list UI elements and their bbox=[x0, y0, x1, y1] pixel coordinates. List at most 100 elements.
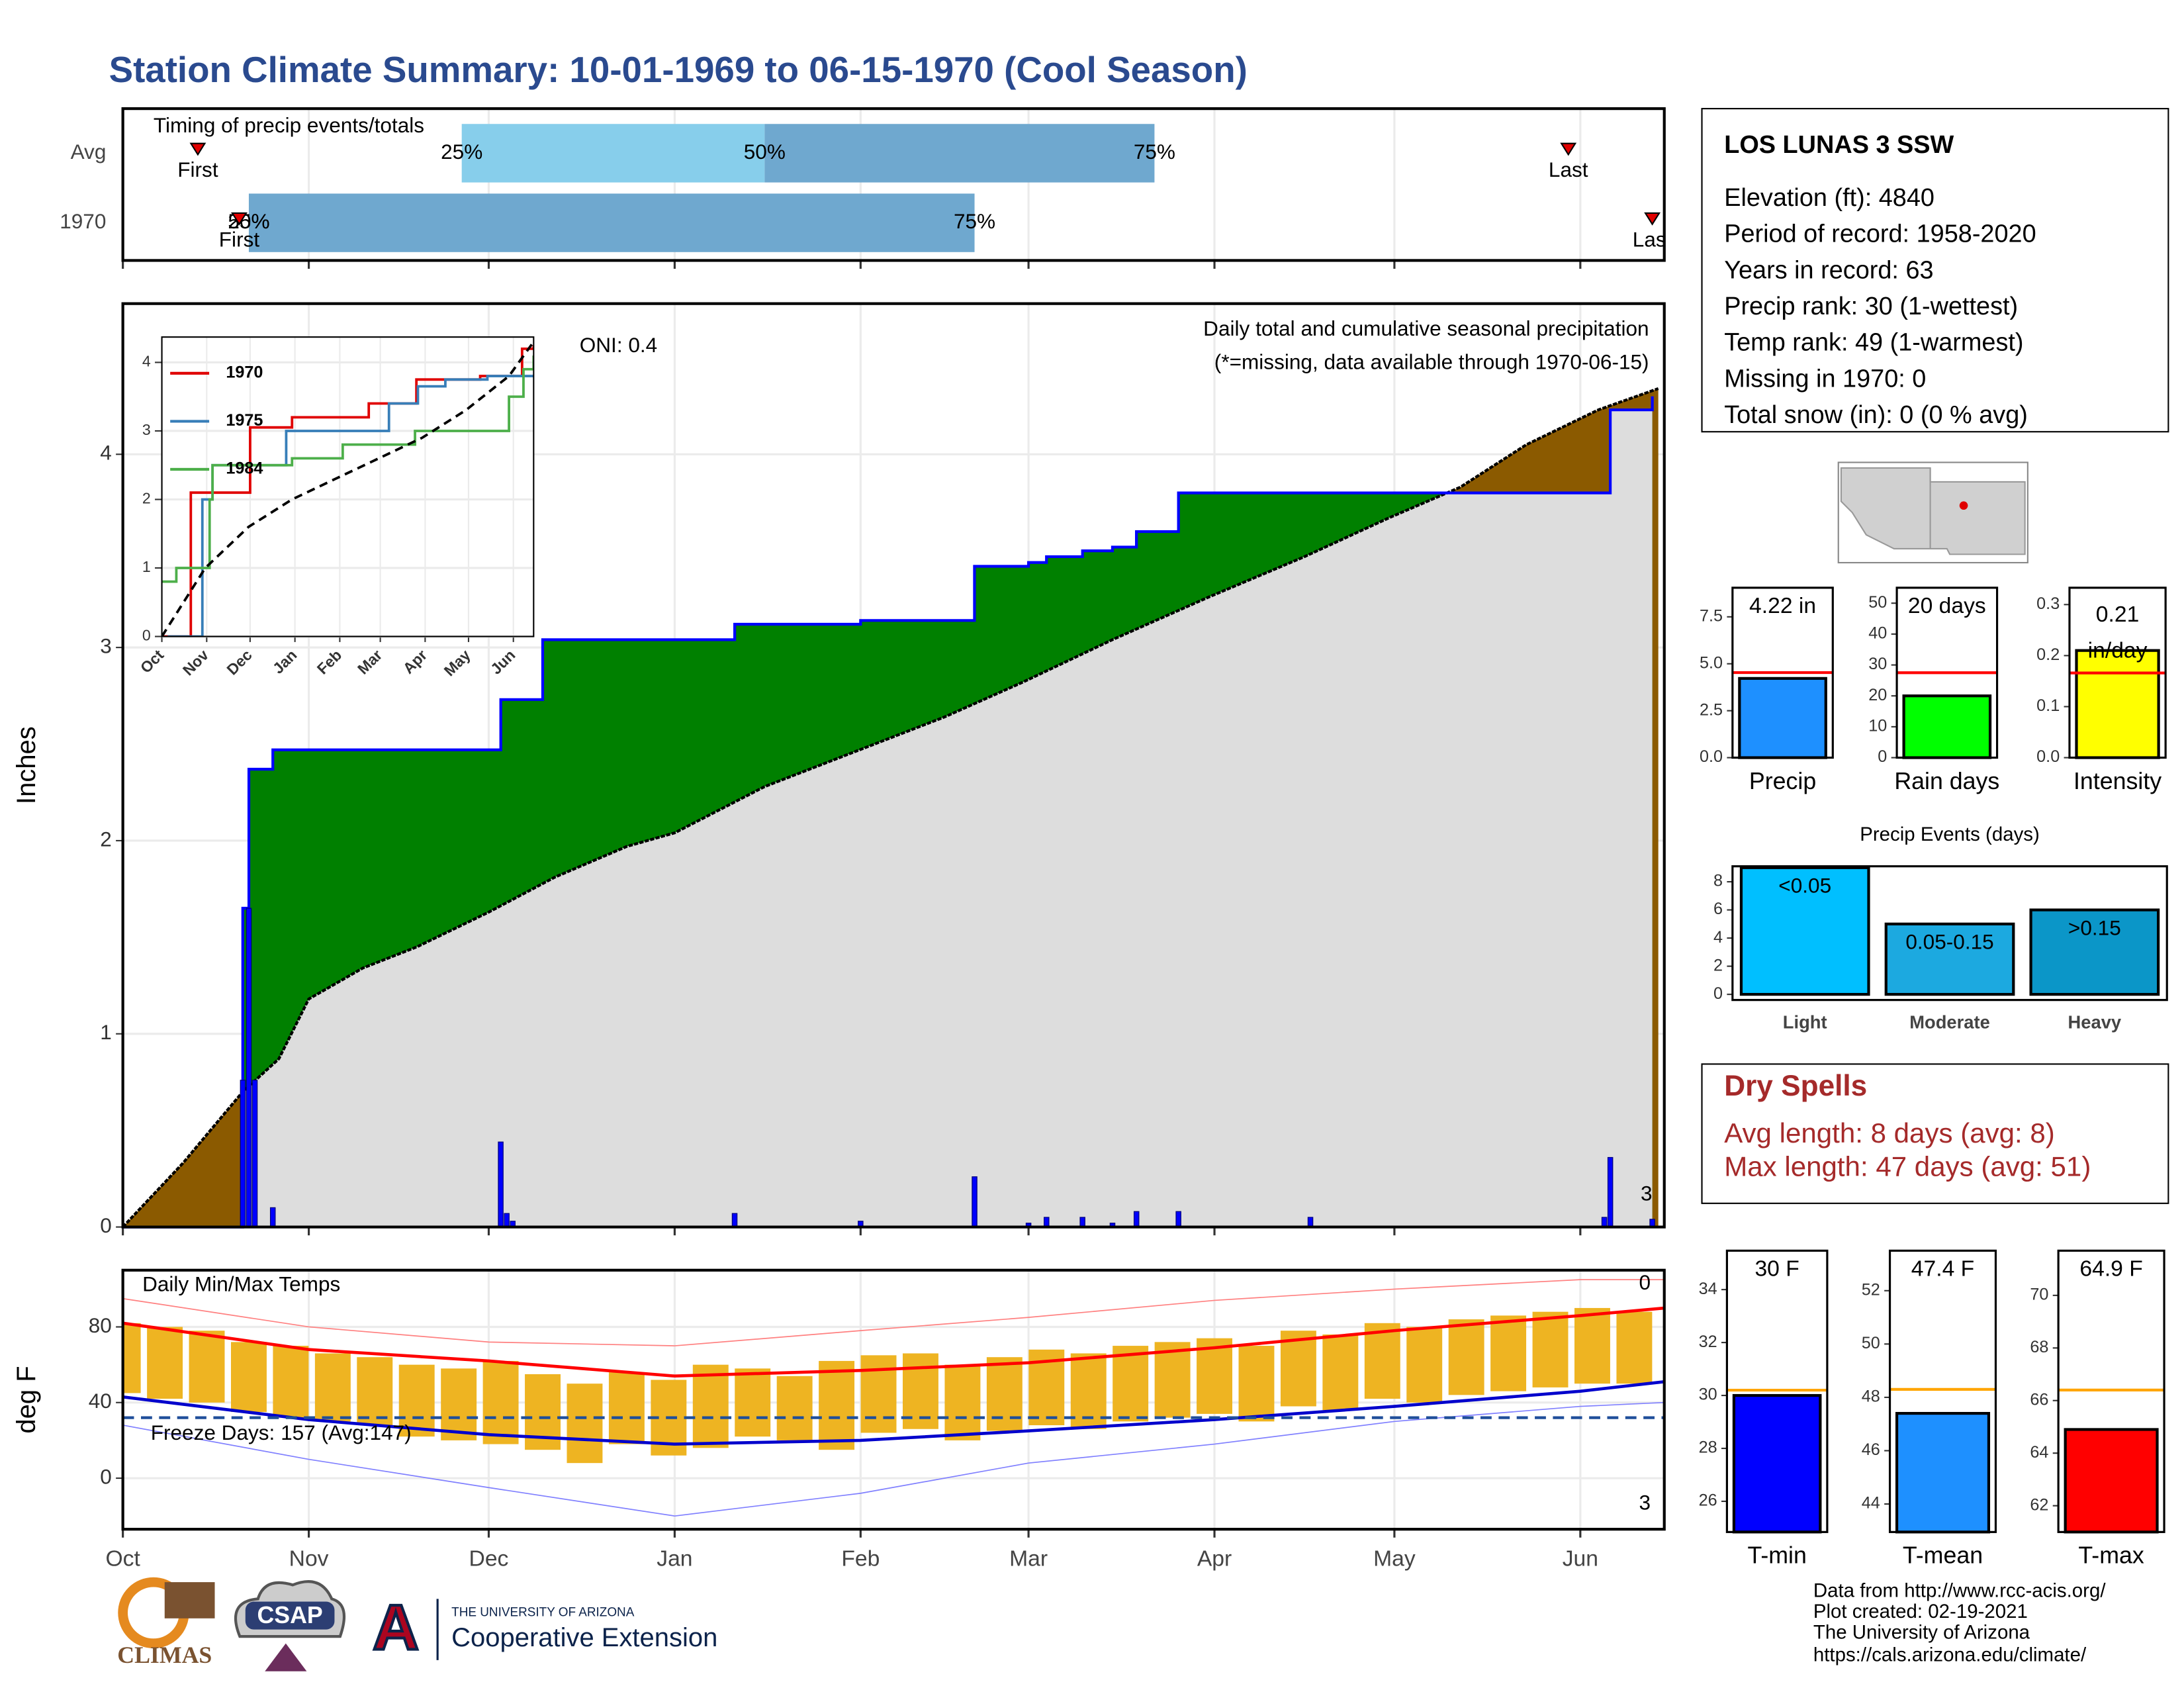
daily-bar bbox=[246, 908, 252, 1228]
dry-spells-box bbox=[1701, 1063, 2169, 1204]
quartile-label: 75% bbox=[1134, 140, 1175, 164]
quartile-bar bbox=[764, 124, 1155, 183]
y-tick-label: 0.2 bbox=[2036, 645, 2060, 664]
daily-bar bbox=[1079, 1217, 1085, 1228]
plot-area bbox=[122, 1279, 1664, 1517]
daily-bar bbox=[504, 1213, 510, 1228]
plot-area bbox=[161, 341, 534, 637]
y-tick-label: 80 bbox=[89, 1313, 112, 1337]
temp-bar bbox=[1280, 1331, 1316, 1407]
value-label: 64.9 F bbox=[2079, 1257, 2142, 1282]
value-label: <0.05 bbox=[1778, 874, 1831, 898]
y-tick-label: 64 bbox=[2030, 1443, 2048, 1462]
timing-marker bbox=[189, 142, 206, 156]
y-tick-label: 52 bbox=[1862, 1280, 1880, 1299]
temp-bar bbox=[692, 1364, 729, 1448]
oni-label: ONI: 0.4 bbox=[580, 333, 657, 357]
temp-bar bbox=[944, 1364, 981, 1440]
station-line: Precip rank: 30 (1-wettest) bbox=[1724, 293, 2018, 320]
y-tick-label: 0.3 bbox=[2036, 594, 2060, 613]
temp-bar bbox=[1532, 1311, 1569, 1387]
top-note: 0 bbox=[1639, 1270, 1651, 1294]
y-tick-label: 30 bbox=[1868, 655, 1887, 673]
panel-border bbox=[1888, 1249, 1997, 1533]
station-box bbox=[1701, 108, 2169, 433]
avg-min-line bbox=[122, 1380, 1664, 1446]
dry-spells-title: Dry Spells bbox=[1724, 1070, 1867, 1102]
y-tick-label: 0 bbox=[1878, 747, 1887, 766]
station-line: Temp rank: 49 (1-warmest) bbox=[1724, 329, 2023, 357]
y-tick-label: 0.1 bbox=[2036, 696, 2060, 715]
page-title: Station Climate Summary: 10-01-1969 to 0… bbox=[109, 49, 1248, 90]
temp-bar bbox=[1616, 1311, 1653, 1384]
panel-border bbox=[1895, 586, 1999, 759]
daily-bar bbox=[269, 1207, 276, 1228]
y-tick-label: 4 bbox=[1713, 928, 1723, 947]
record-max-line bbox=[122, 1279, 1664, 1346]
y-tick-label: 44 bbox=[1862, 1494, 1880, 1513]
y-tick-label: 2 bbox=[1713, 956, 1723, 974]
y-tick-label: 2 bbox=[142, 490, 151, 507]
x-tick-label: Nov bbox=[289, 1546, 329, 1571]
dry-spells-line: Avg length: 8 days (avg: 8) bbox=[1724, 1117, 2055, 1149]
y-tick-label: 28 bbox=[1699, 1438, 1717, 1457]
temp-bar bbox=[735, 1368, 771, 1437]
panel-border bbox=[161, 336, 535, 637]
legend-label: 1975 bbox=[226, 411, 263, 430]
bar bbox=[1738, 677, 1827, 759]
value-label: 30 F bbox=[1754, 1257, 1799, 1282]
bar bbox=[1895, 1411, 1991, 1534]
locator-map bbox=[1837, 461, 2028, 564]
y-tick-label: 3 bbox=[142, 421, 151, 438]
panel-border bbox=[121, 302, 1666, 1229]
temp-bar bbox=[122, 1323, 141, 1393]
daily-bar bbox=[1601, 1217, 1608, 1228]
y-tick-label: 32 bbox=[1699, 1333, 1717, 1351]
y-tick-label: 50 bbox=[1862, 1334, 1880, 1352]
quartile-label: 50% bbox=[744, 140, 786, 164]
y-tick-label: 4 bbox=[142, 353, 151, 370]
climas-logo: CLIMAS bbox=[117, 1577, 215, 1668]
y-tick-label: 0 bbox=[100, 1464, 112, 1488]
x-tick-label: Light bbox=[1783, 1012, 1827, 1033]
temp-bar bbox=[147, 1327, 183, 1399]
csap-logo: CSAP bbox=[234, 1580, 346, 1671]
corner-note: 3 bbox=[1641, 1182, 1653, 1205]
y-tick-label: 46 bbox=[1862, 1440, 1880, 1459]
bar bbox=[1739, 866, 1870, 996]
station-line: Elevation (ft): 4840 bbox=[1724, 184, 1934, 212]
daily-bar bbox=[251, 1080, 258, 1228]
daily-bar bbox=[1175, 1211, 1181, 1228]
temp-bar bbox=[1490, 1315, 1527, 1391]
arizona-logo: A THE UNIVERSITY OF ARIZONA Cooperative … bbox=[371, 1589, 717, 1664]
value-label: 4.22 in bbox=[1749, 594, 1816, 618]
value-label: 47.4 F bbox=[1911, 1257, 1974, 1282]
series-line bbox=[161, 345, 534, 637]
row-label: 1970 bbox=[60, 209, 106, 233]
timing-marker bbox=[1644, 212, 1661, 226]
station-line: Years in record: 63 bbox=[1724, 256, 1933, 284]
daily-bar bbox=[498, 1141, 504, 1228]
y-tick-label: 66 bbox=[2030, 1390, 2048, 1409]
station-line: Total snow (in): 0 (0 % avg) bbox=[1724, 401, 2028, 429]
x-tick-label: Jun bbox=[1563, 1546, 1598, 1571]
footer-line: https://cals.arizona.edu/climate/ bbox=[1813, 1644, 2087, 1665]
bar bbox=[1884, 922, 2015, 996]
temp-bar bbox=[1448, 1319, 1484, 1395]
y-tick-label: 20 bbox=[1868, 686, 1887, 704]
y-tick-label: 62 bbox=[2030, 1495, 2048, 1514]
row-label: Avg bbox=[71, 140, 107, 164]
timing-label: First bbox=[219, 227, 260, 251]
category-label: T-max bbox=[2078, 1542, 2144, 1569]
station-line: Period of record: 1958-2020 bbox=[1724, 220, 2036, 248]
x-tick-label: Mar bbox=[1009, 1546, 1048, 1571]
x-tick-label: Apr bbox=[1197, 1546, 1232, 1571]
climas-text: CLIMAS bbox=[117, 1642, 212, 1668]
panel-border bbox=[1731, 586, 1834, 759]
y-tick-label: 40 bbox=[89, 1389, 112, 1413]
timing-title: Timing of precip events/totals bbox=[154, 113, 424, 137]
value-label: 0.05-0.15 bbox=[1905, 930, 1993, 954]
x-tick-label: Heavy bbox=[2068, 1012, 2122, 1033]
